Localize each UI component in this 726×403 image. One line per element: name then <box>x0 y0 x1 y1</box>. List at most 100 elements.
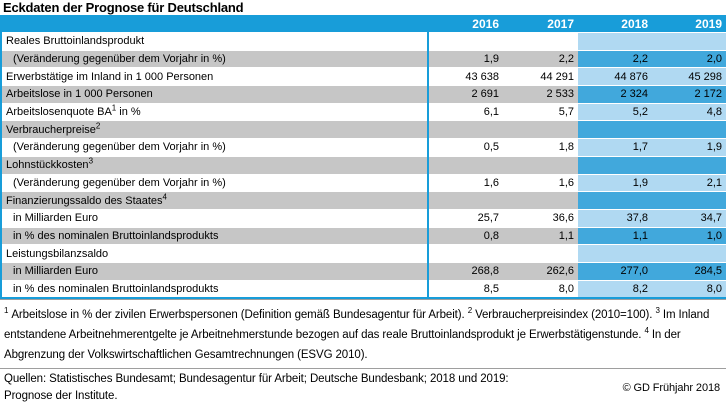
cell-2019: 34,7 <box>652 209 726 228</box>
footnote-1: 1 Arbeitslose in % der zivilen Erwerbsper… <box>4 306 465 322</box>
cell-2018: 2 324 <box>578 85 652 104</box>
row-label: in % des nominalen Bruttoinlandsprodukts <box>1 227 429 246</box>
footnote-2: 2 Verbraucherpreisindex (2010=100). <box>467 306 653 322</box>
cell-2019: 2,1 <box>652 174 726 193</box>
cell-2018 <box>578 32 652 51</box>
footnote-3: 3 Im Inland entstandene Arbeitnehmerentge… <box>4 306 710 342</box>
cell-2019 <box>652 191 726 210</box>
footnotes-block: 1 Arbeitslose in % der zivilen Erwerbsper… <box>0 299 726 368</box>
table-row-lohnstueckkosten-veraenderung: (Veränderung gegenüber dem Vorjahr in %)… <box>1 174 726 193</box>
cell-2016: 268,8 <box>428 262 503 281</box>
copyright-label: © GD Frühjahr 2018 <box>622 381 721 394</box>
row-label: in Milliarden Euro <box>1 209 429 228</box>
cell-2016 <box>428 32 503 51</box>
cell-2017 <box>503 32 578 51</box>
cell-2017 <box>503 191 578 210</box>
cell-2018: 44 876 <box>578 67 652 87</box>
cell-2017: 2 533 <box>503 85 578 104</box>
cell-2018: 37,8 <box>578 209 652 228</box>
cell-2019: 1,9 <box>652 138 726 157</box>
cell-2017: 2,2 <box>503 50 578 69</box>
row-label: Leistungsbilanzsaldo <box>1 244 429 263</box>
table-row-arbeitslose: Arbeitslose in 1 000 Personen 2 691 2 53… <box>1 85 726 104</box>
forecast-table: 2016 2017 2018 2019 Reales Bruttoinlands… <box>0 15 726 300</box>
table-row-lohnstueckkosten: Lohnstückkosten3 <box>1 156 726 175</box>
cell-2017: 44 291 <box>503 67 578 87</box>
row-label: in % des nominalen Bruttoinlandsprodukts <box>1 280 429 299</box>
cell-2018 <box>578 156 652 175</box>
column-header-2019: 2019 <box>652 15 726 33</box>
cell-2017 <box>503 244 578 263</box>
column-header-2017: 2017 <box>503 15 578 33</box>
table-row-verbraucherpreise-veraenderung: (Veränderung gegenüber dem Vorjahr in %)… <box>1 138 726 157</box>
column-header-empty <box>1 15 428 33</box>
cell-2019 <box>652 32 726 51</box>
cell-2018 <box>578 244 652 263</box>
cell-2018: 277,0 <box>578 262 652 281</box>
table-row-finanzierungssaldo: Finanzierungssaldo des Staates4 <box>1 191 726 210</box>
cell-2017: 1,6 <box>503 174 578 193</box>
cell-2016: 2 691 <box>428 85 503 104</box>
cell-2017: 8,0 <box>503 280 578 299</box>
cell-2016: 25,7 <box>428 209 503 228</box>
cell-2019: 4,8 <box>652 103 726 122</box>
row-label: (Veränderung gegenüber dem Vorjahr in %) <box>1 174 429 193</box>
table-row-bip-veraenderung: (Veränderung gegenüber dem Vorjahr in %)… <box>1 50 726 69</box>
column-header-2016: 2016 <box>428 15 503 33</box>
cell-2016: 1,6 <box>428 174 503 193</box>
table-row-erwerbstaetige: Erwerbstätige im Inland in 1 000 Persone… <box>1 67 726 87</box>
cell-2019: 2,0 <box>652 50 726 69</box>
row-label: Erwerbstätige im Inland in 1 000 Persone… <box>1 67 429 87</box>
column-header-2018: 2018 <box>578 15 652 33</box>
cell-2017: 1,1 <box>503 227 578 246</box>
cell-2019: 8,0 <box>652 280 726 299</box>
cell-2019 <box>652 120 726 140</box>
cell-2018: 2,2 <box>578 50 652 69</box>
cell-2016 <box>428 191 503 210</box>
cell-2017 <box>503 120 578 140</box>
cell-2018: 1,1 <box>578 227 652 246</box>
table-row-leistungsbilanz-mrd: in Milliarden Euro 268,8 262,6 277,0 284… <box>1 262 726 281</box>
cell-2016: 0,5 <box>428 138 503 157</box>
cell-2016: 43 638 <box>428 67 503 87</box>
cell-2019: 2 172 <box>652 85 726 104</box>
footnote-4: 4 In der Abgrenzung der Volkswirtschaftli… <box>4 326 681 362</box>
cell-2018: 5,2 <box>578 103 652 122</box>
cell-2018: 1,7 <box>578 138 652 157</box>
table-row-arbeitslosenquote: Arbeitslosenquote BA1 in % 6,1 5,7 5,2 4… <box>1 103 726 122</box>
cell-2017 <box>503 156 578 175</box>
row-label: in Milliarden Euro <box>1 262 429 281</box>
table-row-reales-bip: Reales Bruttoinlandsprodukt <box>1 32 726 51</box>
row-label: Verbraucherpreise2 <box>1 120 429 140</box>
row-label: (Veränderung gegenüber dem Vorjahr in %) <box>1 50 429 69</box>
cell-2016 <box>428 120 503 140</box>
sources-row: Quellen: Statistisches Bundesamt; Bundes… <box>0 368 726 403</box>
table-row-verbraucherpreise: Verbraucherpreise2 <box>1 120 726 140</box>
cell-2019 <box>652 156 726 175</box>
cell-2019: 45 298 <box>652 67 726 87</box>
cell-2016: 8,5 <box>428 280 503 299</box>
cell-2019 <box>652 244 726 263</box>
cell-2017: 36,6 <box>503 209 578 228</box>
row-label: Arbeitslosenquote BA1 in % <box>1 103 429 122</box>
cell-2016: 6,1 <box>428 103 503 122</box>
cell-2016 <box>428 244 503 263</box>
sources-text: Quellen: Statistisches Bundesamt; Bundes… <box>4 373 509 402</box>
table-row-finanzierungssaldo-prozent: in % des nominalen Bruttoinlandsprodukts… <box>1 227 726 246</box>
cell-2017: 1,8 <box>503 138 578 157</box>
row-label: Lohnstückkosten3 <box>1 156 429 175</box>
cell-2019: 1,0 <box>652 227 726 246</box>
cell-2018 <box>578 191 652 210</box>
table-row-leistungsbilanzsaldo: Leistungsbilanzsaldo <box>1 244 726 263</box>
row-label: Arbeitslose in 1 000 Personen <box>1 85 429 104</box>
cell-2018 <box>578 120 652 140</box>
cell-2016 <box>428 156 503 175</box>
cell-2018: 8,2 <box>578 280 652 299</box>
table-header-row: 2016 2017 2018 2019 <box>1 15 726 33</box>
page-title: Eckdaten der Prognose für Deutschland <box>3 0 244 15</box>
cell-2017: 262,6 <box>503 262 578 281</box>
row-label: Finanzierungssaldo des Staates4 <box>1 191 429 210</box>
cell-2019: 284,5 <box>652 262 726 281</box>
table-row-finanzierungssaldo-mrd: in Milliarden Euro 25,7 36,6 37,8 34,7 <box>1 209 726 228</box>
